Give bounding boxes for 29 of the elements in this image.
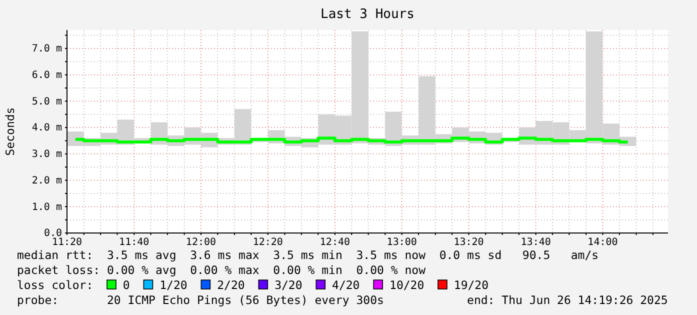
x-tick-label: 13:00: [386, 237, 417, 248]
y-tick-label: 4.0 m: [32, 122, 62, 134]
legend-label: 2/20: [217, 278, 245, 292]
x-tick-label: 12:40: [320, 237, 350, 248]
y-tick-label: 5.0 m: [32, 96, 62, 108]
legend-label: 4/20: [332, 278, 360, 292]
x-tick-label: 11:40: [119, 237, 150, 248]
text: packet loss: 0.00 % avg 0.00 % max 0.00 % min 0.00 % now: [17, 263, 426, 277]
y-tick-label: 6.0 m: [32, 70, 62, 82]
x-tick-label: 11:20: [52, 237, 82, 248]
text: probe: 20 ICMP Echo Pings (56 Bytes) every 300s end: Thu Jun 26 14:19:26 2025: [17, 293, 668, 307]
x-tick-label: 13:20: [454, 237, 484, 248]
x-tick-label: 13:40: [520, 237, 551, 248]
x-tick-label: 14:00: [588, 237, 618, 248]
y-axis-title: Seconds: [3, 107, 17, 156]
text: median rtt: 3.5 ms avg 3.6 ms max 3.5 ms min 3.5 ms now 0.0 ms sd 90.5 am/s: [17, 248, 599, 262]
y-tick-label: 3.0 m: [32, 149, 62, 160]
legend-label: 1/20: [160, 278, 188, 292]
y-tick-label: 1.0 m: [32, 202, 62, 213]
chart-title: Last 3 Hours: [320, 7, 414, 22]
legend-label: 19/20: [454, 278, 489, 292]
y-tick-label: 7.0 m: [32, 44, 62, 55]
legend-label: 10/20: [390, 278, 424, 292]
legend-label: 3/20: [274, 278, 302, 292]
legend-title: loss color:: [17, 278, 94, 292]
legend-label: 0: [122, 278, 130, 292]
x-tick-label: 12:20: [252, 237, 283, 248]
x-tick-label: 12:00: [186, 237, 216, 248]
y-tick-label: 2.0 m: [32, 175, 62, 186]
